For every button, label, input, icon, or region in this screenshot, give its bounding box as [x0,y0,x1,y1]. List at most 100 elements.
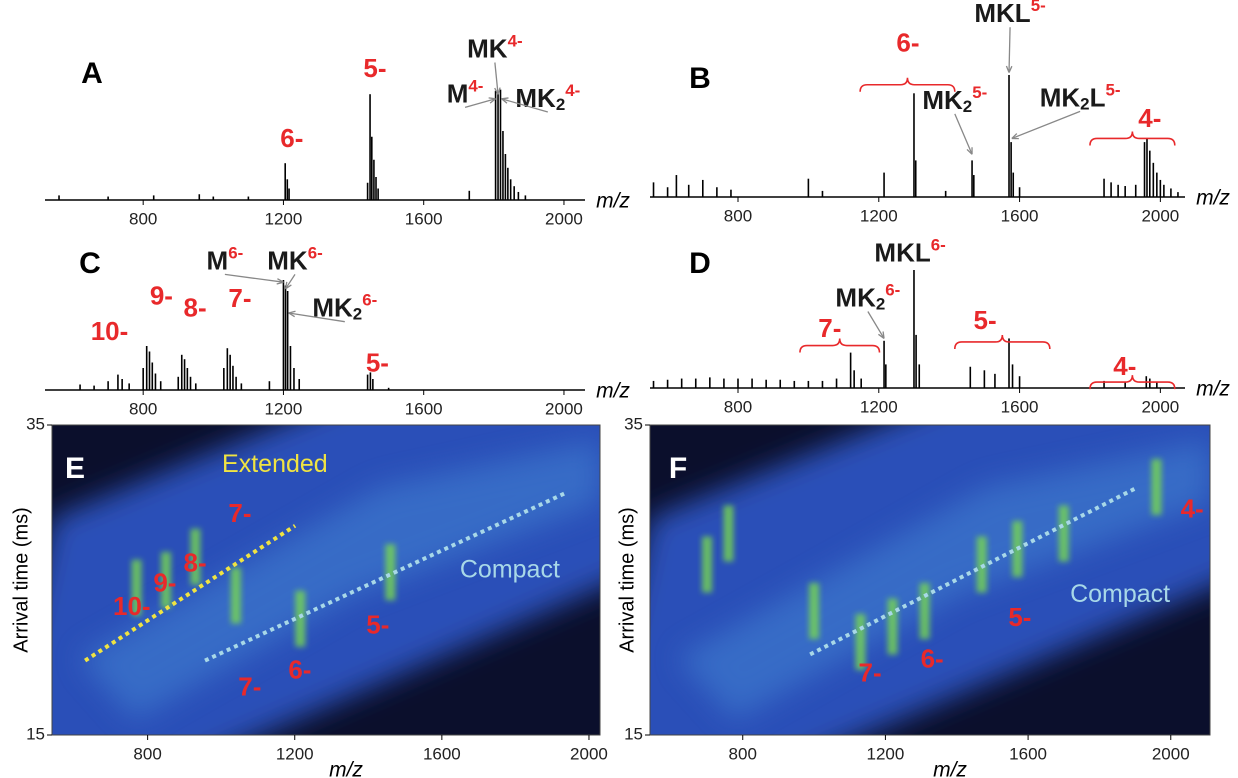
annotation-text: M [207,245,229,275]
annotation: 9- [153,568,176,598]
arrow-head [501,97,509,104]
trend-label: Compact [1070,580,1170,608]
streak [190,528,201,585]
x-axis-label: m/z [596,380,630,403]
annotation-text: 6- [896,27,919,57]
annotation-sup: 6- [362,291,377,310]
x-tick-label: 2000 [1141,206,1179,225]
plot-frame [51,424,601,736]
x-tick-label: 2000 [570,744,608,763]
annotation-text: 5- [1008,602,1031,632]
x-tick-label: 1200 [265,399,303,418]
x-axis-label: m/z [1196,187,1230,210]
annotation: 9- [150,280,173,310]
annotation-text: 4- [1113,351,1136,381]
y-tick-label: 35 [26,414,45,433]
brace [1089,131,1176,146]
x-tick-label: 1200 [276,744,314,763]
x-tick-label: 800 [729,744,757,763]
annotation-text: MKL [974,0,1030,28]
x-axis-label: m/z [1196,378,1230,401]
arrow [288,312,345,323]
x-tick-label: 800 [724,397,752,416]
panel-label: D [689,247,711,280]
annotation-text: L [1090,82,1106,112]
annotation-sub: 2 [556,95,565,114]
annotation-text: 5- [974,305,997,335]
annotation: 5- [366,609,389,639]
annotation-sup: 6- [308,244,323,263]
annotation: MK2L5- [1040,81,1121,114]
arrow-head [966,147,973,155]
annotation-text: 7- [859,657,882,687]
x-tick-label: 1200 [860,206,898,225]
annotation-text: 6- [288,654,311,684]
streak [809,583,820,639]
annotation: MK24- [515,81,580,114]
annotation-text: 9- [153,568,176,598]
x-tick-label: 800 [133,744,161,763]
annotation-text: 4- [1181,493,1204,523]
arrow [1008,27,1011,73]
annotation: 5- [974,305,997,335]
annotation: 4- [1113,351,1136,381]
annotation: 7- [228,498,251,528]
annotation-text: 5- [366,609,389,639]
annotation-text: MK [922,85,963,115]
streak [919,583,930,639]
arrow-head [1005,65,1013,73]
annotation-text: 5- [366,348,389,378]
annotation-sup: 6- [228,244,243,263]
arrow [224,273,284,283]
annotation-text: MK [1040,82,1081,112]
x-tick-label: 1200 [866,744,904,763]
arrow-head [1011,133,1019,140]
annotation: 10- [113,591,151,621]
streak [723,505,734,562]
panel-label: F [669,452,687,485]
x-axis-label: m/z [596,190,630,213]
streak [161,552,172,608]
annotation: M6- [207,244,244,275]
trend-line [84,524,297,663]
annotation-sub: 2 [1080,95,1089,114]
panel-label: A [81,57,103,90]
annotation: 10- [91,316,129,346]
trend-label: Compact [460,555,560,583]
brace [799,338,881,353]
annotation: MK6- [267,244,322,275]
annotation: MKL6- [874,236,945,267]
arrow [285,274,296,290]
annotation-text: 8- [184,547,207,577]
arrow-head [288,310,296,318]
arrow [464,98,496,108]
annotation-text: 4- [1138,103,1161,133]
plot-frame [649,424,1211,736]
annotation: 8- [184,293,207,323]
y-tick-label: 15 [624,724,643,743]
annotation-text: 8- [184,293,207,323]
annotation: 8- [184,547,207,577]
x-tick-label: 2000 [545,209,583,228]
annotation: 7- [818,313,841,343]
annotation: 5- [1008,602,1031,632]
y-tick-label: 35 [624,414,643,433]
annotation-sub: 2 [353,305,362,324]
streak [131,559,142,616]
x-tick-label: 2000 [545,399,583,418]
streak [385,544,396,601]
annotation: 6- [288,654,311,684]
annotation-sup: 6- [885,281,900,300]
annotation: MK26- [312,291,377,324]
annotation-sub: 2 [876,295,885,314]
annotation: 7- [859,657,882,687]
heatmap-image [52,425,600,735]
trend-line [204,491,566,663]
arrow [954,113,973,155]
annotation-text: 10- [113,591,151,621]
brace [1089,375,1176,390]
streak [1151,459,1162,515]
annotation-text: 6- [921,643,944,673]
annotation-sup: 5- [972,83,987,102]
